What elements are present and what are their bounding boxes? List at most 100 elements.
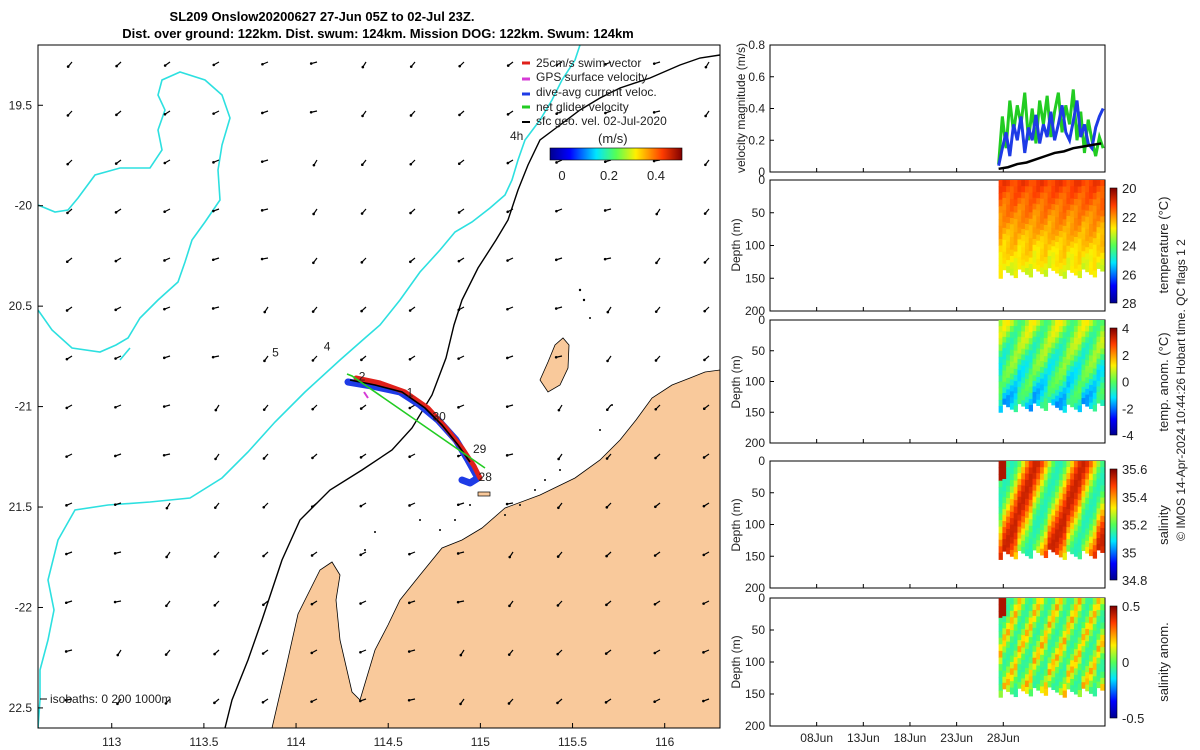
heatmap-cell xyxy=(1002,622,1007,629)
heatmap-cell xyxy=(998,598,1003,606)
heatmap-cell xyxy=(1002,515,1007,522)
heatmap-cell xyxy=(1096,336,1101,343)
velocity-arrow-head xyxy=(359,602,362,605)
heatmap-cell xyxy=(1085,259,1090,267)
heatmap-cell xyxy=(1017,490,1022,498)
heatmap-cell xyxy=(1066,370,1071,377)
heatmap-cell xyxy=(1036,509,1041,517)
heatmap-cell xyxy=(998,611,1003,619)
heatmap-cell xyxy=(1009,224,1015,232)
heatmap-cell xyxy=(1009,598,1015,605)
heatmap-cell xyxy=(1013,683,1018,691)
map-xtick-label: 113 xyxy=(102,735,121,749)
heatmap-cell xyxy=(998,369,1003,376)
heatmap-cell xyxy=(1073,325,1079,333)
heatmap-cell xyxy=(1028,532,1034,540)
heatmap-cell xyxy=(1070,467,1075,474)
heatmap-cell xyxy=(1040,204,1045,212)
heatmap-cell xyxy=(1055,673,1060,681)
heatmap-cell xyxy=(1036,616,1041,624)
heatmap-cell xyxy=(1089,268,1094,275)
track-day-label: 30 xyxy=(432,410,446,424)
velocity-arrow-head xyxy=(556,604,560,607)
heatmap-cell xyxy=(1043,362,1049,369)
heatmap-cell xyxy=(1032,478,1037,486)
heatmap-cell xyxy=(1058,550,1064,558)
heatmap-cell xyxy=(1047,191,1052,199)
colorbar-tick-label: 35 xyxy=(1122,545,1136,560)
velocity-arrow-head xyxy=(703,261,707,264)
heatmap-cell xyxy=(1002,245,1007,253)
heatmap-cell xyxy=(1047,490,1052,497)
heatmap-cell xyxy=(1070,204,1075,212)
heatmap-cell xyxy=(1100,376,1105,384)
heatmap-cell xyxy=(1096,353,1101,360)
heatmap-cell xyxy=(1002,348,1007,355)
heatmap-cell xyxy=(1062,624,1067,632)
heatmap-cell xyxy=(1073,255,1079,263)
heatmap-cell xyxy=(1021,653,1026,661)
heatmap-cell xyxy=(1089,402,1094,410)
heatmap-cell xyxy=(1051,479,1056,486)
heatmap-cell xyxy=(1085,241,1090,248)
heatmap-cell xyxy=(1051,264,1056,271)
heatmap-cell xyxy=(1055,204,1060,212)
heatmap-cell xyxy=(1040,192,1045,200)
heatmap-cell xyxy=(1100,610,1105,617)
heatmap-cell xyxy=(1073,668,1079,676)
heatmap-cell xyxy=(1017,370,1022,377)
heatmap-cell xyxy=(1085,394,1090,401)
heatmap-cell xyxy=(1096,197,1101,205)
map-xtick-label: 114.5 xyxy=(374,735,403,749)
heatmap-cell xyxy=(1062,506,1067,514)
velocity-arrow-head xyxy=(165,604,168,608)
heatmap-cell xyxy=(1066,263,1071,271)
heatmap-cell xyxy=(1040,343,1045,350)
heatmap-cell xyxy=(1058,598,1064,605)
heatmap-cell xyxy=(1073,224,1079,232)
heatmap-cell xyxy=(1089,361,1094,368)
depth-ytick-label: 50 xyxy=(752,623,766,637)
heatmap-cell xyxy=(1032,651,1037,659)
heatmap-cell xyxy=(1040,511,1045,518)
heatmap-cell xyxy=(1089,384,1094,392)
heatmap-cell xyxy=(1013,264,1018,272)
heatmap-cell xyxy=(1032,227,1037,234)
heatmap-cell xyxy=(1096,391,1101,398)
heatmap-cell xyxy=(1032,233,1037,240)
heatmap-cell xyxy=(1006,331,1011,338)
heatmap-cell xyxy=(1073,379,1079,386)
heatmap-cell xyxy=(1073,403,1079,410)
heatmap-cell xyxy=(998,526,1003,534)
heatmap-cell xyxy=(998,206,1003,214)
map-ytick-label: 22.5 xyxy=(9,701,33,715)
heatmap-cell xyxy=(1081,628,1086,635)
heatmap-cell xyxy=(1047,325,1052,332)
heatmap-cell xyxy=(1036,628,1041,636)
temp-anomaly-ylabel: Depth (m) xyxy=(729,355,743,408)
velocity-arrow-head xyxy=(114,308,118,312)
heatmap-cell xyxy=(1028,231,1034,239)
heatmap-cell xyxy=(1028,362,1034,370)
heatmap-cell xyxy=(1040,517,1045,525)
velocity-arrow-head xyxy=(114,405,117,409)
heatmap-cell xyxy=(1081,342,1086,349)
heatmap-cell xyxy=(1070,192,1075,199)
heatmap-cell xyxy=(1036,234,1041,242)
heatmap-cell xyxy=(1062,644,1067,652)
heatmap-cell xyxy=(1092,467,1098,475)
heatmap-cell xyxy=(1024,268,1030,275)
heatmap-cell xyxy=(1002,180,1007,187)
heatmap-cell xyxy=(1096,681,1101,689)
heatmap-cell xyxy=(1085,522,1090,530)
heatmap-cell xyxy=(1070,377,1075,385)
heatmap-cell xyxy=(1058,237,1064,245)
heatmap-cell xyxy=(1017,185,1022,193)
heatmap-cell xyxy=(1006,266,1011,273)
heatmap-cell xyxy=(1024,249,1030,256)
heatmap-cell xyxy=(1100,634,1105,642)
heatmap-cell xyxy=(1009,192,1015,200)
heatmap-cell xyxy=(1085,628,1090,636)
heatmap-cell xyxy=(1043,623,1049,631)
